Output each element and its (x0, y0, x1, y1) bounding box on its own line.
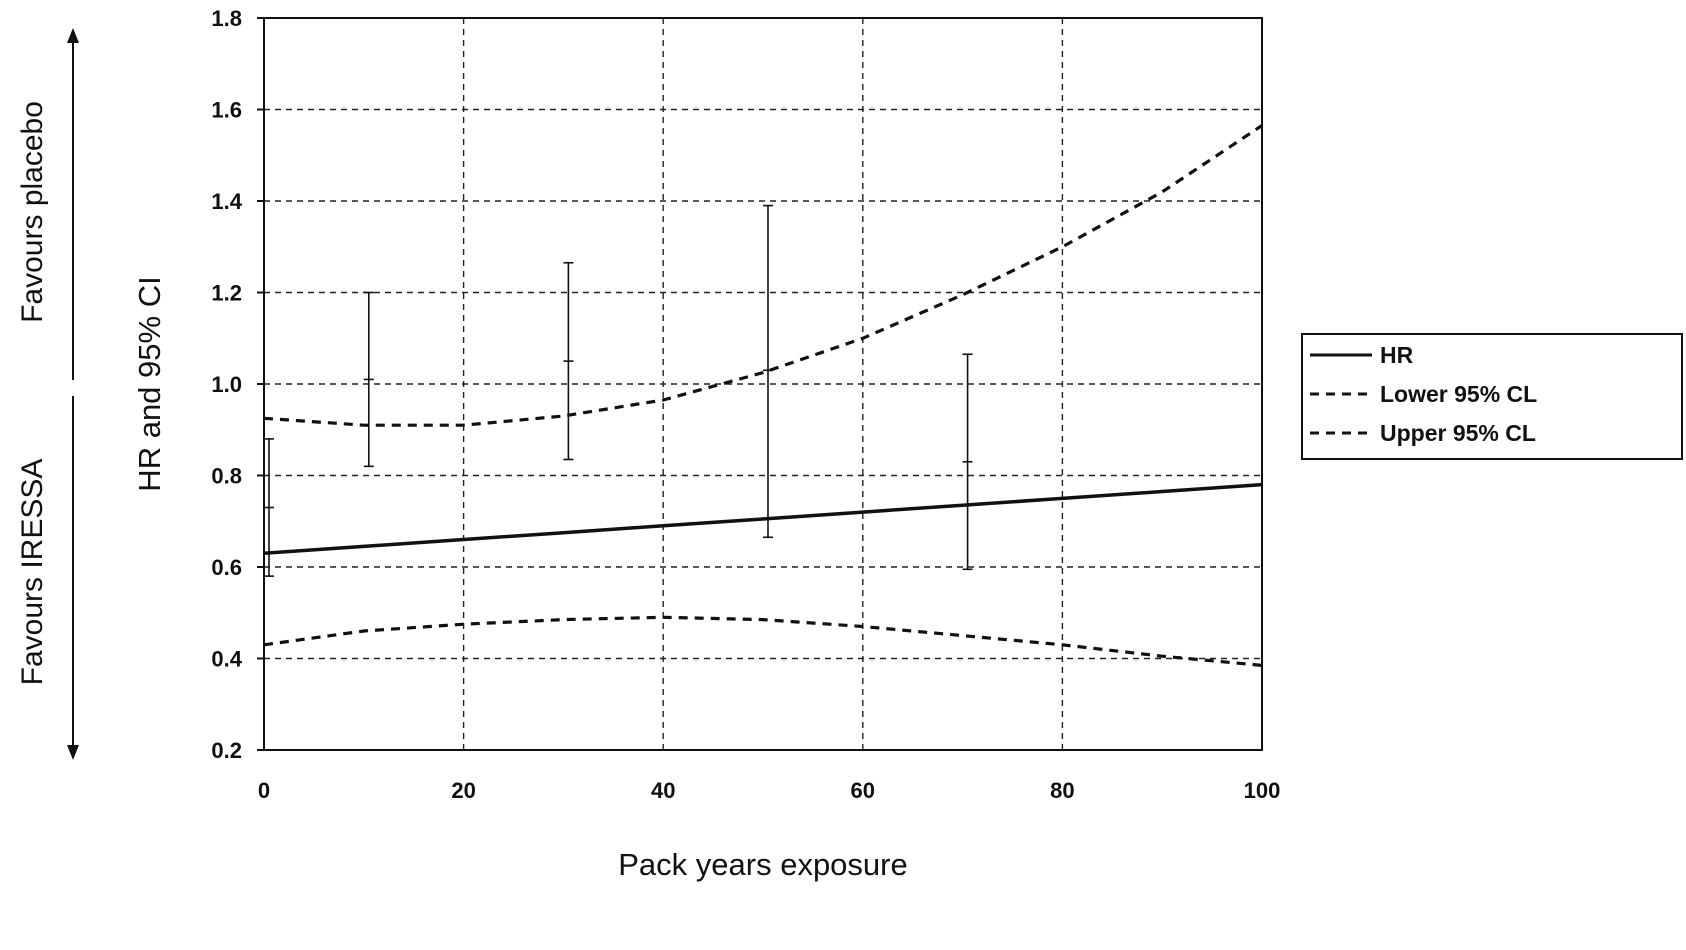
x-tick-label: 60 (851, 778, 875, 803)
legend-entry: Upper 95% CL (1380, 420, 1536, 446)
series-line-upper-95-cl (263, 124, 1263, 427)
favours-arrows (67, 28, 79, 760)
x-tick-label: 20 (451, 778, 475, 803)
legend-entry: HR (1380, 342, 1414, 368)
y-tick-label: 1.6 (211, 98, 242, 123)
x-tick-label: 40 (651, 778, 675, 803)
x-axis-title: Pack years exposure (618, 847, 907, 882)
y-axis-title: HR and 95% CI (132, 276, 167, 491)
favours-iressa-label: Favours IRESSA (16, 459, 49, 686)
y-tick-label: 0.8 (211, 464, 242, 489)
y-tick-label: 1.4 (211, 189, 242, 214)
favours-placebo-label: Favours placebo (16, 101, 49, 323)
legend: HR Lower 95% CL Upper 95% CL (1301, 333, 1683, 460)
x-tick-label: 80 (1050, 778, 1074, 803)
gridlines (264, 18, 1262, 750)
series-line-hr (263, 482, 1263, 556)
y-tick-label: 0.2 (211, 738, 242, 763)
tick-labels: 0.2 0.4 0.6 0.8 1.0 1.2 1.4 1.6 1.8 0 20 40 60 80 100 (211, 6, 1280, 803)
x-tick-label: 100 (1244, 778, 1281, 803)
error-bars (263, 204, 973, 577)
arrow-down-icon (67, 745, 79, 760)
series-layer (263, 124, 1263, 667)
series-line-lower-95-cl (263, 615, 1263, 667)
y-tick-label: 0.4 (211, 647, 242, 672)
y-tick-label: 1.2 (211, 281, 242, 306)
x-tick-label: 0 (258, 778, 270, 803)
legend-entry: Lower 95% CL (1380, 381, 1537, 407)
arrow-up-icon (67, 28, 79, 43)
y-tick-label: 0.6 (211, 555, 242, 580)
y-tick-label: 1.8 (211, 6, 242, 31)
y-tick-label: 1.0 (211, 372, 242, 397)
